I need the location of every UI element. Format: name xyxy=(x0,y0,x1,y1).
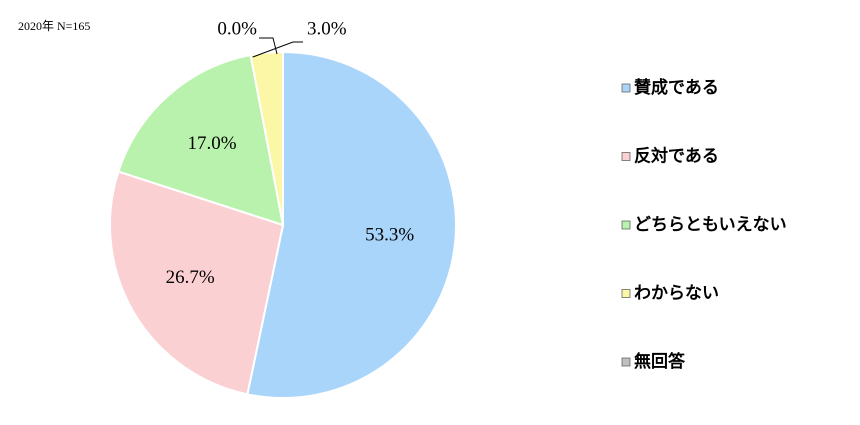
legend-marker xyxy=(621,357,631,367)
legend-marker xyxy=(621,83,631,93)
leader-line xyxy=(259,37,278,55)
legend-label: 賛成である xyxy=(634,77,719,98)
chart-subtitle: 2020年 N=165 xyxy=(18,19,90,33)
data-label: 26.7% xyxy=(166,267,215,288)
data-label: 0.0% xyxy=(217,18,257,39)
legend-marker xyxy=(621,152,631,161)
data-label: 17.0% xyxy=(188,133,237,154)
legend-marker xyxy=(621,289,631,298)
pie-slice xyxy=(246,50,457,399)
legend-label: わからない xyxy=(634,284,719,304)
legend-label: 無回答 xyxy=(634,351,686,372)
data-label: 53.3% xyxy=(365,224,414,245)
leader-line xyxy=(252,41,303,58)
data-label: 3.0% xyxy=(307,18,347,39)
legend-marker xyxy=(621,220,631,230)
legend-label: どちらともいえない xyxy=(634,215,787,235)
pie-slice xyxy=(109,170,285,396)
legend-label: 反対である xyxy=(634,146,719,167)
pie-slice xyxy=(117,53,285,227)
